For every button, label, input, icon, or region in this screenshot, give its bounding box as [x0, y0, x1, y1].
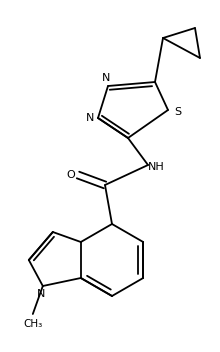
Text: N: N — [86, 113, 94, 123]
Text: CH₃: CH₃ — [23, 319, 42, 329]
Text: S: S — [174, 107, 182, 117]
Text: O: O — [67, 170, 75, 180]
Text: N: N — [102, 73, 110, 83]
Text: NH: NH — [148, 162, 164, 172]
Text: N: N — [37, 289, 45, 299]
